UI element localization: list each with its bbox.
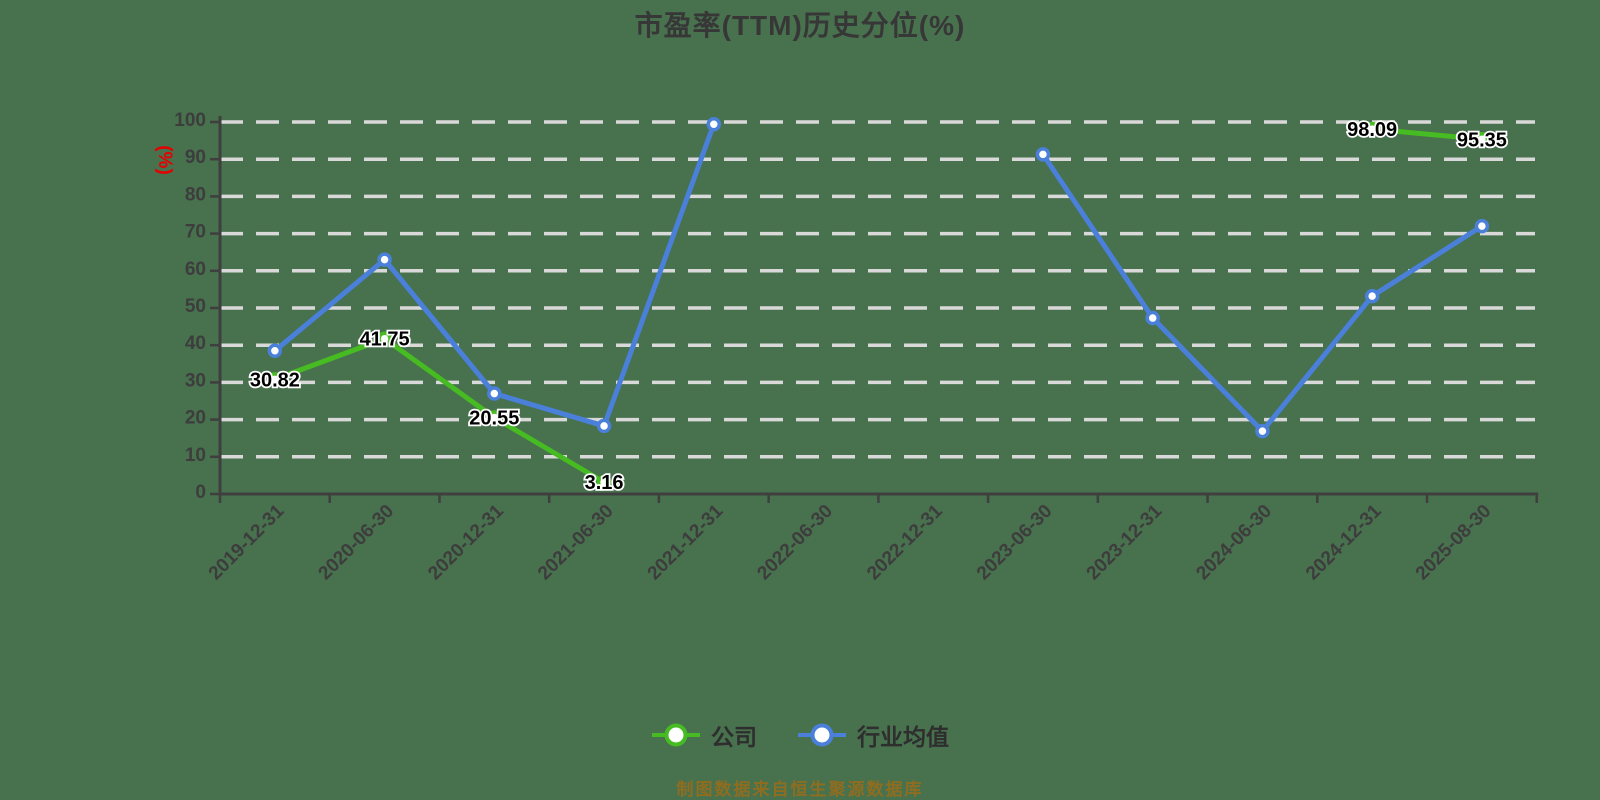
data-point [1255,423,1270,439]
x-tick-label: 2025-08-30 [1412,501,1496,585]
data-point [267,372,283,387]
data-point [1474,218,1490,234]
chart-title: 市盈率(TTM)历史分位(%) [634,10,966,41]
data-point [1364,288,1380,304]
y-tick-label: 40 [185,333,206,354]
legend-item-company[interactable]: 公司 [651,718,757,752]
data-label: 20.55 [469,408,519,430]
x-tick-label: 2024-12-31 [1302,500,1386,584]
y-tick-label: 10 [185,445,206,466]
y-tick-label: 30 [185,370,206,391]
series-line [272,336,607,485]
legend-label: 公司 [711,724,757,750]
legend: 公司 行业均值 [0,718,1600,752]
data-point [596,474,612,490]
y-tick-label: 100 [174,110,206,131]
data-label: 41.75 [360,329,410,351]
x-tick-label: 2019-12-31 [205,500,289,584]
data-point [487,410,502,425]
series-line [1369,126,1485,142]
legend-label: 行业均值 [857,724,949,750]
data-point [377,252,392,267]
data-label: 95.35 [1457,129,1507,151]
x-tick-label: 2022-12-31 [863,500,947,584]
y-tick-label: 0 [195,482,206,503]
data-point [706,116,722,132]
x-tick-label: 2020-06-30 [315,501,399,585]
series-industry-average [267,116,1490,439]
data-label: 30.82 [250,369,300,391]
data-point [1364,121,1380,137]
data-point [377,331,392,346]
legend-item-industry-average[interactable]: 行业均值 [797,718,949,752]
x-tick-label: 2020-12-31 [424,500,508,584]
data-label: 3.16 [585,472,624,494]
series-company [267,121,1490,490]
data-point [267,343,283,359]
y-axis-name: (%) [154,145,175,175]
x-tick-label: 2023-06-30 [973,501,1057,585]
x-tick-label: 2023-12-31 [1083,500,1167,584]
data-label: 98.09 [1347,119,1397,141]
x-tick-label: 2024-06-30 [1192,501,1276,585]
y-tick-label: 60 [185,259,206,280]
footer-note: 制图数据来自恒生聚源数据库 [676,780,924,799]
legend-line-marker-icon [798,723,846,747]
y-tick-label: 20 [185,408,206,429]
y-tick-label: 90 [185,147,206,168]
data-point [596,418,612,434]
legend-line-marker-icon [652,723,700,747]
x-tick-label: 2021-06-30 [534,501,618,585]
data-point [1474,132,1490,147]
y-tick-label: 70 [185,222,206,243]
data-point [1035,147,1051,162]
y-tick-label: 50 [185,296,206,317]
data-point [487,386,502,401]
x-tick-label: 2022-06-30 [753,501,837,585]
x-tick-label: 2021-12-31 [644,500,728,584]
y-tick-label: 80 [185,184,206,205]
data-point [1145,310,1160,326]
